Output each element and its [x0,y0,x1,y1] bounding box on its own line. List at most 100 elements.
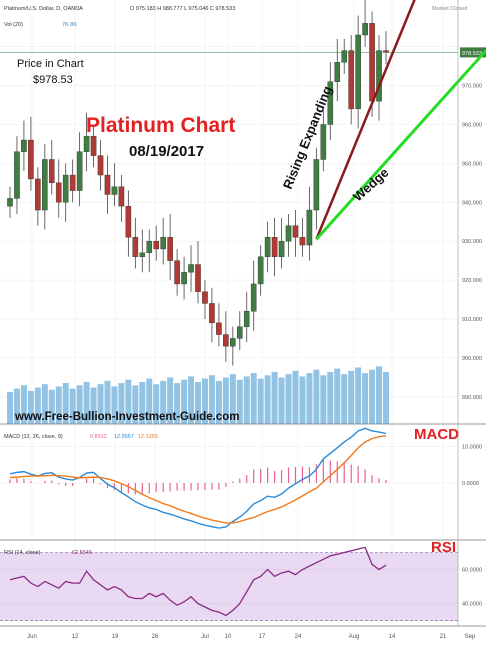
candlesticks [7,0,389,366]
rsi-panel-label: RSI [431,539,457,556]
macd-y-tick-label: 0.0000 [462,481,479,487]
candle-body [28,139,34,180]
candle-body [348,50,354,110]
macd-panel-label: MACD [414,426,459,443]
volume-values: 7K 8K [62,22,77,28]
candle-body [146,240,153,254]
candle-body [7,198,13,207]
rsi-band [0,552,458,621]
volume-bar [146,378,153,424]
volume-bar [229,374,236,424]
ohlc-readout: O 975.183 H 988.777 L 975.046 C 978.533 [130,6,236,12]
candle-body [55,182,62,203]
rsi-panel: RSI (14, close) 62.5546 40.0000 60.0000 [0,546,482,621]
price-y-tick-label: 950.000 [462,161,482,167]
candle-body [62,174,69,203]
volume-bar [27,390,34,424]
macd-y-tick-label: 10.0000 [462,444,482,450]
volume-bar [188,376,195,424]
volume-bar [7,392,13,424]
candle-body [174,260,180,285]
rsi-y-tick-label: 60.0000 [462,568,482,574]
volume-bar [334,368,341,424]
volume-bar [250,373,257,424]
candle-body [320,124,327,160]
candle-body [216,322,222,335]
candle-body [264,237,271,257]
candle-body [202,291,208,304]
volume-bar [327,371,334,424]
price-y-tick-label: 920.000 [462,278,482,284]
candle-body [69,174,76,191]
x-tick-label: Jun [27,634,37,640]
volume-bar [167,377,174,424]
volume-bar [376,366,383,424]
x-tick-label: 21 [440,634,447,640]
candle-body [257,256,264,285]
volume-bar [41,384,48,424]
price-y-tick-label: 960.000 [462,122,482,128]
x-tick-label: 17 [259,634,266,640]
candle-body [97,155,104,176]
volume-bar [55,386,62,424]
candle-body [167,237,173,261]
volume-bar [362,373,369,424]
volume-bar [69,388,76,424]
rsi-line [9,546,387,617]
volume-bar [139,381,146,424]
x-tick-label: 24 [295,634,302,640]
rsi-legend-value: 62.5546 [72,550,92,556]
chart-date: 08/19/2017 [129,143,205,160]
x-tick-label: 14 [389,634,396,640]
x-tick-label: 12 [72,634,79,640]
rsi-title: RSI (14, close) [4,550,41,556]
candle-body [42,159,48,211]
rising-expanding-line [315,0,416,240]
macd-title: MACD (12, 26, close, 9) [4,434,63,440]
macd-legend-value: 12.9567 [114,434,134,440]
volume-bar [208,375,215,424]
price-y-tick-label: 970.000 [462,84,482,90]
candle-body [327,81,334,125]
volume-bar [355,367,362,424]
candle-body [195,264,201,292]
volume-bar [201,378,208,424]
volume-bar [62,383,69,424]
grid-lines [0,0,458,626]
candle-body [278,240,285,257]
candle-body [355,34,361,110]
x-tick-label: 26 [152,634,159,640]
candle-body [76,151,83,191]
volume-bar [292,370,299,424]
price-badge-bg [460,47,486,58]
candle-body [90,135,97,156]
candle-body [111,186,118,195]
rising-expanding-label: Rising Expanding [280,84,335,191]
macd-line [9,427,387,529]
volume-bar [83,381,90,424]
volume-bar [132,385,139,424]
candle-body [118,186,125,207]
rsi-y-tick-label: 40.0000 [462,602,482,608]
volume-bar [222,377,229,424]
candle-body [83,135,90,152]
candle-body [21,139,27,152]
volume-bar [174,383,181,424]
volume-bar [153,384,160,424]
macd-legend-value: 12.1255 [138,434,158,440]
x-tick-label: Sep [465,634,476,640]
price-y-tick-label: 890.000 [462,395,482,401]
candle-body [230,338,236,347]
volume-bar [243,376,250,424]
candle-body [306,209,313,246]
volume-bar [104,380,111,424]
volume-bar [118,383,125,424]
volume-bar [257,378,264,424]
volume-bar [299,376,306,424]
volume-bar [160,380,167,424]
candle-body [243,310,250,327]
volume-bar [341,374,348,424]
candle-body [341,50,348,63]
candle-body [236,326,243,339]
